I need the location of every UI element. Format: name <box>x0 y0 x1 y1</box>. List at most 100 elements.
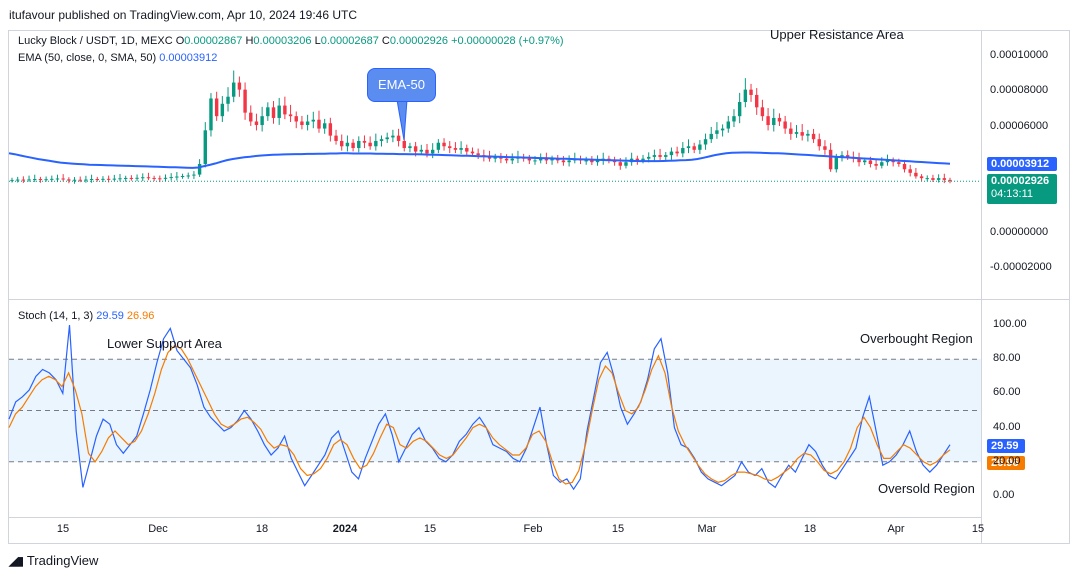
candle-body <box>880 162 884 166</box>
time-axis-tick: 15 <box>423 523 437 535</box>
candle-body <box>641 158 645 161</box>
stoch-d-value: 26.96 <box>126 310 155 322</box>
candle-body <box>214 98 219 117</box>
candle-body <box>936 178 941 180</box>
candle-body <box>925 178 929 180</box>
pane-divider[interactable] <box>8 299 1070 300</box>
price-axis-tick: -0.00002000 <box>990 261 1052 274</box>
candle-body <box>340 140 344 147</box>
candle-body <box>101 178 105 180</box>
candle-body <box>533 160 537 162</box>
candle-body <box>197 163 202 175</box>
candle-body <box>459 148 463 150</box>
candle-body <box>413 146 418 152</box>
candle-body <box>391 135 395 138</box>
change-value: +0.00000028 (+0.97%) <box>451 35 564 47</box>
candle-body <box>305 121 310 126</box>
high-label: H <box>245 35 254 47</box>
candle-body <box>203 130 207 164</box>
chart-frame <box>8 30 1070 544</box>
stoch-k-badge: 29.59 <box>987 439 1025 453</box>
candle-body <box>863 160 867 163</box>
candle-body <box>874 163 878 166</box>
oversold-label: Oversold Region <box>878 481 975 496</box>
candle-body <box>845 155 850 157</box>
ema-legend[interactable]: EMA (50, close, 0, SMA, 50) 0.00003912 <box>18 52 217 64</box>
candle-body <box>624 162 628 166</box>
candle-body <box>646 156 651 159</box>
candle-body <box>789 128 793 134</box>
high-value: 0.00003206 <box>253 35 312 47</box>
stoch-legend[interactable]: Stoch (14, 1, 3) 29.59 26.96 <box>18 310 154 322</box>
candle-body <box>95 179 99 181</box>
stoch-d-line <box>8 344 951 485</box>
candle-body <box>487 156 492 159</box>
candle-body <box>254 121 259 126</box>
low-label: L <box>314 35 321 47</box>
candle-body <box>27 179 31 181</box>
stoch-axis-tick: 0.00 <box>993 489 1015 501</box>
candle-body <box>288 114 293 117</box>
candle-body <box>584 160 588 162</box>
candle-body <box>749 89 753 95</box>
candle-body <box>283 105 287 115</box>
candle-body <box>567 160 571 163</box>
close-label: C <box>381 35 390 47</box>
stoch-axis-tick: 40.00 <box>993 420 1021 433</box>
candle-body <box>931 178 935 180</box>
candle-body <box>152 177 156 179</box>
countdown-timer: 04:13:11 <box>991 188 1034 200</box>
stoch-k-value: 29.59 <box>96 310 124 322</box>
low-value: 0.00002687 <box>320 35 379 47</box>
candle-body <box>800 132 804 136</box>
candle-body <box>783 121 787 129</box>
candle-body <box>15 179 20 181</box>
candle-body <box>692 146 696 150</box>
candle-body <box>362 140 367 143</box>
overbought-label: Overbought Region <box>860 331 973 346</box>
price-legend[interactable]: Lucky Block / USDT, 1D, MEXC O0.00002867… <box>18 35 564 47</box>
candle-body <box>192 174 196 176</box>
candle-body <box>703 139 708 145</box>
candle-body <box>271 107 276 118</box>
candle-body <box>232 82 236 97</box>
candle-body <box>266 107 270 117</box>
candle-body <box>777 117 782 122</box>
upper-resistance-label: Upper Resistance Area <box>770 27 904 42</box>
candle-body <box>328 123 333 136</box>
candle-body <box>726 121 730 129</box>
candle-body <box>237 82 242 90</box>
candle-body <box>50 178 54 180</box>
candle-body <box>425 149 429 154</box>
candle-body <box>618 162 622 166</box>
time-axis-tick: 15 <box>56 523 70 535</box>
candle-body <box>385 137 389 140</box>
candle-body <box>766 116 770 126</box>
candle-body <box>209 98 213 131</box>
stoch-d-badge: 26.96 <box>987 456 1025 470</box>
candle-body <box>561 160 566 163</box>
price-scale-divider <box>981 30 982 544</box>
candle-body <box>698 144 702 150</box>
candle-body <box>919 176 924 179</box>
candle-body <box>106 178 111 180</box>
candle-body <box>743 89 748 103</box>
candle-body <box>942 178 947 180</box>
candle-body <box>419 149 424 152</box>
candle-body <box>834 156 839 170</box>
time-axis-tick: 15 <box>971 523 985 535</box>
candle-body <box>732 116 736 122</box>
candle-body <box>396 135 401 141</box>
time-axis-tick: Dec <box>148 523 168 535</box>
tradingview-logo[interactable]: ◢▮ TradingView <box>9 553 98 568</box>
candle-body <box>828 149 833 170</box>
time-axis-tick: 15 <box>611 523 625 535</box>
candle-body <box>595 160 600 163</box>
candle-body <box>664 155 668 157</box>
candle-body <box>868 160 873 164</box>
open-value: 0.00002867 <box>184 35 243 47</box>
last-price-badge: 0.00002926 04:13:11 <box>987 174 1057 204</box>
ema-50-line <box>8 151 951 169</box>
time-axis-tick: Apr <box>887 523 905 535</box>
